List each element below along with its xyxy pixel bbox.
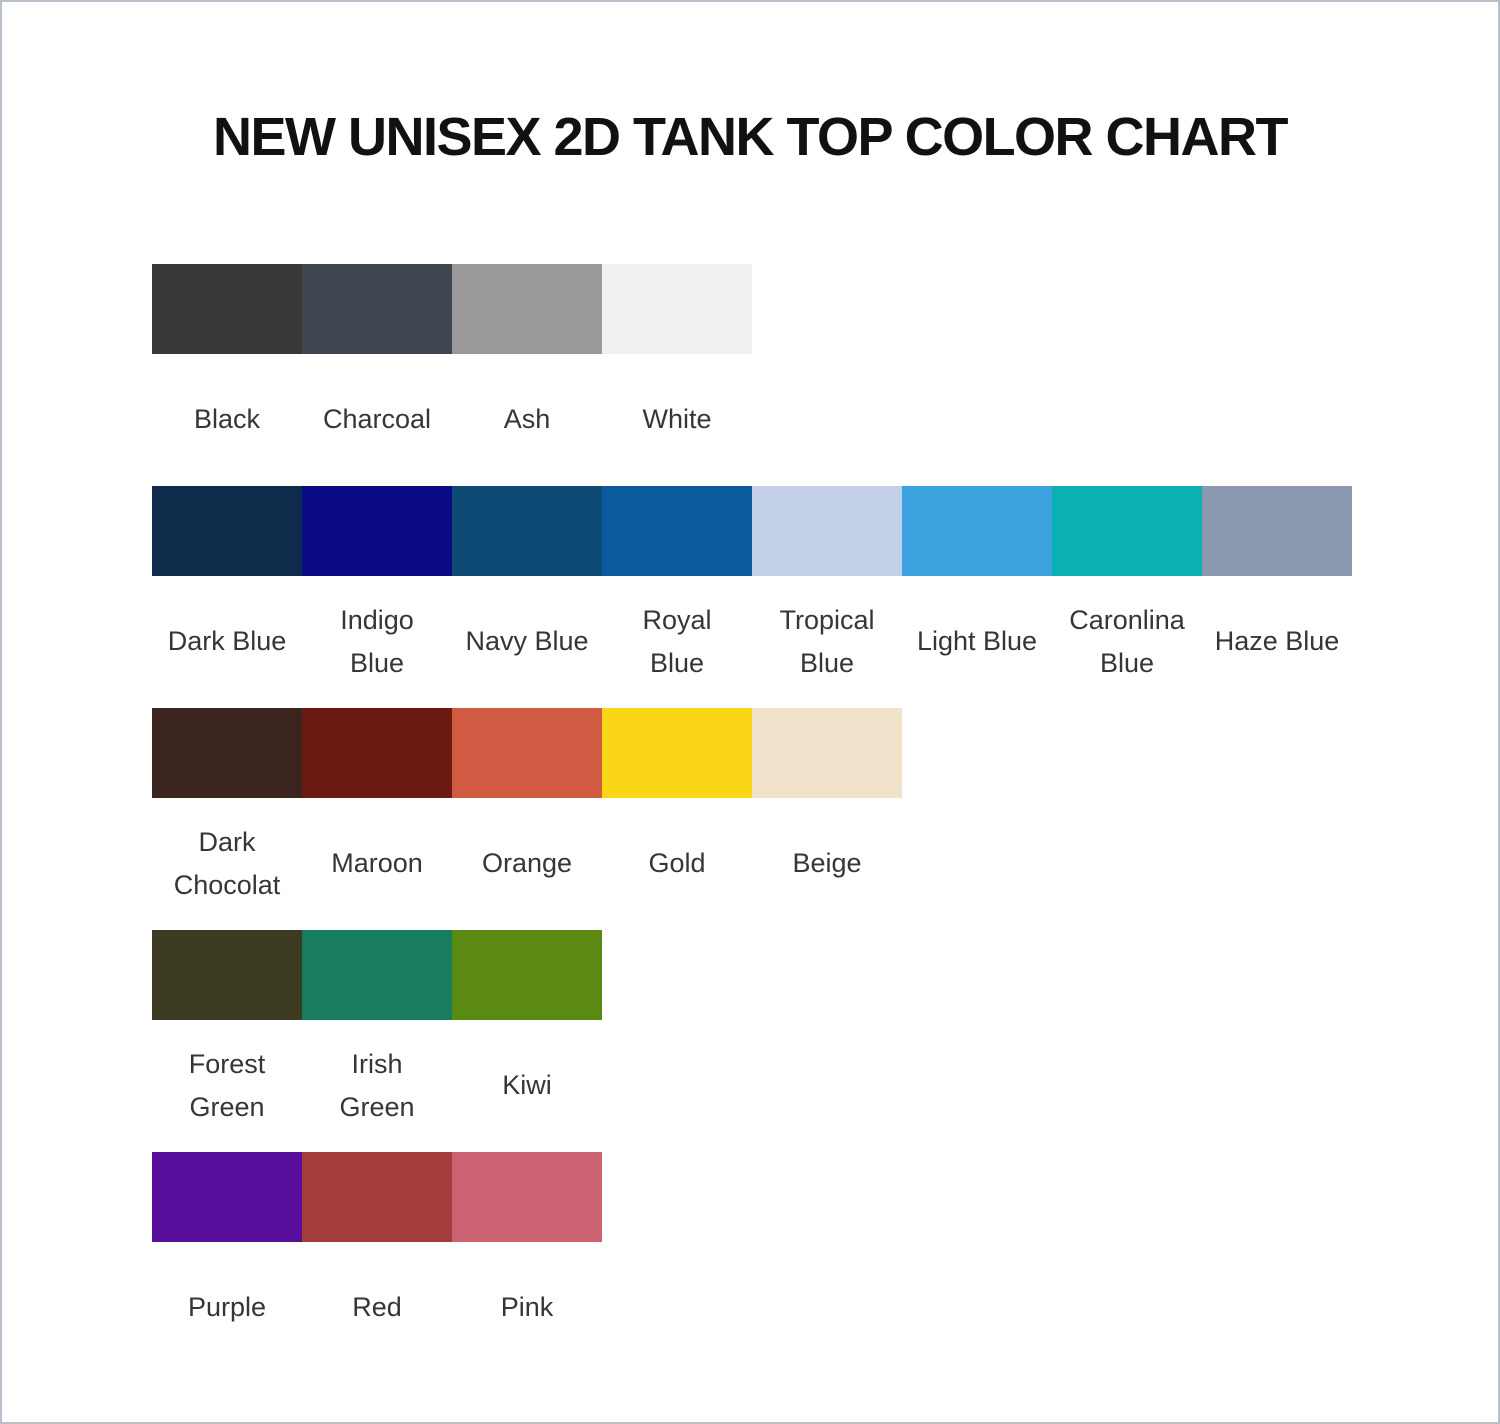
- color-group-warm-tones: Dark Chocolat Maroon Orange Gold Beige: [152, 708, 1498, 930]
- color-group-greens: Forest Green Irish Green Kiwi: [152, 930, 1498, 1152]
- color-group-purple-red-pink: Purple Red Pink: [152, 1152, 1498, 1374]
- label-dark-blue: Dark Blue: [167, 626, 287, 657]
- swatch-beige: [752, 708, 902, 798]
- label-pink: Pink: [500, 1292, 554, 1323]
- label-row-greens: Forest Green Irish Green Kiwi: [152, 1020, 1498, 1152]
- label-row-blues: Dark Blue Indigo Blue Navy Blue Royal Bl…: [152, 576, 1498, 708]
- swatch-tropical-blue: [752, 486, 902, 576]
- label-irish-green: Irish Green: [339, 1048, 415, 1122]
- label-ash: Ash: [503, 404, 551, 435]
- page-title: NEW UNISEX 2D TANK TOP COLOR CHART: [212, 107, 1289, 167]
- label-navy-blue: Navy Blue: [465, 626, 589, 657]
- swatch-haze-blue: [1202, 486, 1352, 576]
- label-row-purple-red-pink: Purple Red Pink: [152, 1242, 1498, 1374]
- swatch-royal-blue: [602, 486, 752, 576]
- label-beige: Beige: [792, 848, 862, 879]
- label-haze-blue: Haze Blue: [1214, 626, 1340, 657]
- label-kiwi: Kiwi: [502, 1070, 552, 1101]
- swatch-purple: [152, 1152, 302, 1242]
- swatch-light-blue: [902, 486, 1052, 576]
- label-maroon: Maroon: [331, 848, 423, 879]
- swatch-row-warm-tones: [152, 708, 1498, 798]
- swatch-groups: Black Charcoal Ash White Dark Blue Indig…: [2, 264, 1498, 1374]
- label-royal-blue: Royal Blue: [642, 604, 712, 678]
- label-tropical-blue: Tropical Blue: [779, 604, 875, 678]
- label-forest-green: Forest Green: [188, 1048, 266, 1122]
- swatch-dark-blue: [152, 486, 302, 576]
- label-dark-chocolat: Dark Chocolat: [173, 826, 281, 900]
- label-gold: Gold: [648, 848, 706, 879]
- swatch-maroon: [302, 708, 452, 798]
- swatch-black: [152, 264, 302, 354]
- label-white: White: [642, 404, 712, 435]
- swatch-ash: [452, 264, 602, 354]
- swatch-white: [602, 264, 752, 354]
- label-row-neutrals: Black Charcoal Ash White: [152, 354, 1498, 486]
- swatch-irish-green: [302, 930, 452, 1020]
- swatch-kiwi: [452, 930, 602, 1020]
- swatch-charcoal: [302, 264, 452, 354]
- label-charcoal: Charcoal: [322, 404, 432, 435]
- swatch-row-blues: [152, 486, 1498, 576]
- label-caronlina-blue: Caronlina Blue: [1069, 604, 1185, 678]
- label-light-blue: Light Blue: [916, 626, 1038, 657]
- label-red: Red: [352, 1292, 402, 1323]
- swatch-pink: [452, 1152, 602, 1242]
- swatch-dark-chocolat: [152, 708, 302, 798]
- color-group-neutrals: Black Charcoal Ash White: [152, 264, 1498, 486]
- label-row-warm-tones: Dark Chocolat Maroon Orange Gold Beige: [152, 798, 1498, 930]
- swatch-forest-green: [152, 930, 302, 1020]
- swatch-gold: [602, 708, 752, 798]
- swatch-caronlina-blue: [1052, 486, 1202, 576]
- swatch-row-neutrals: [152, 264, 1498, 354]
- color-group-blues: Dark Blue Indigo Blue Navy Blue Royal Bl…: [152, 486, 1498, 708]
- swatch-navy-blue: [452, 486, 602, 576]
- label-black: Black: [193, 404, 261, 435]
- swatch-indigo-blue: [302, 486, 452, 576]
- label-orange: Orange: [481, 848, 573, 879]
- label-indigo-blue: Indigo Blue: [340, 604, 414, 678]
- swatch-row-greens: [152, 930, 1498, 1020]
- swatch-red: [302, 1152, 452, 1242]
- label-purple: Purple: [187, 1292, 267, 1323]
- swatch-orange: [452, 708, 602, 798]
- swatch-row-purple-red-pink: [152, 1152, 1498, 1242]
